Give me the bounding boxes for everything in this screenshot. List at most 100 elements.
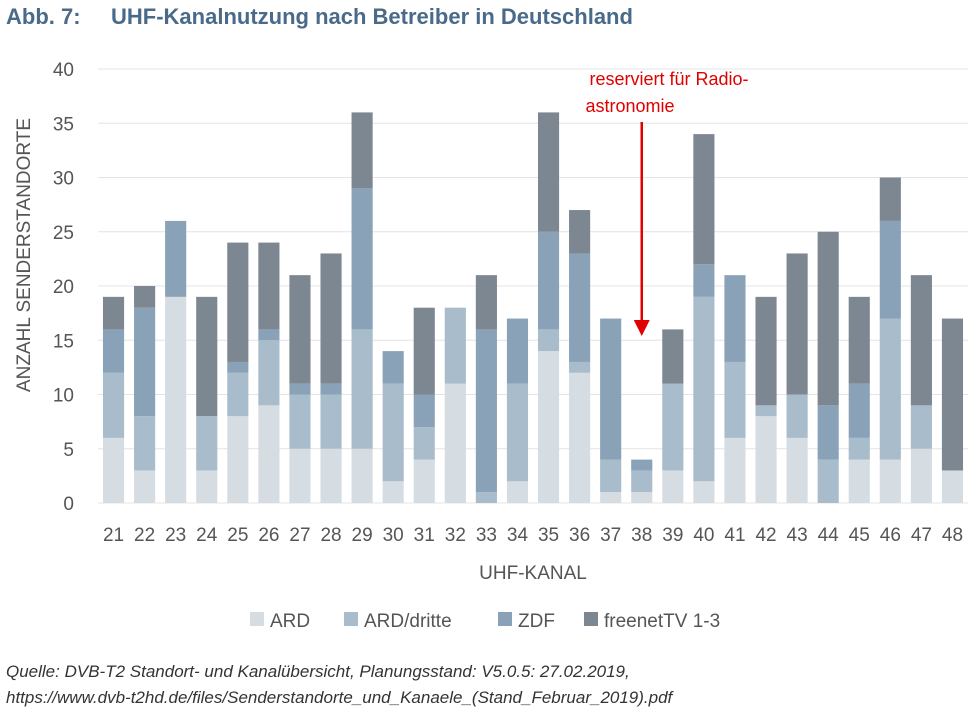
bar-segment — [879, 220, 901, 319]
bar-segment — [693, 134, 715, 265]
x-axis-ticks: 21 22 23 24 25 26 27 28 29 30 31 32 33 34 35 36 37 38 39 40… — [103, 525, 963, 546]
bar-segment — [413, 307, 435, 395]
figure-number: Abb. 7: — [6, 4, 81, 29]
bar-segment — [848, 459, 870, 503]
bar-segment — [227, 372, 249, 417]
figure-title: Abb. 7: UHF-Kanalnutzung nach Betreiber i… — [6, 4, 633, 30]
x-tick-label: 45 — [849, 525, 870, 546]
bar-segment — [351, 188, 373, 330]
bar-segment — [382, 383, 404, 482]
bar-segment — [817, 405, 839, 460]
x-tick-label: 22 — [134, 525, 155, 546]
bar-segment — [134, 416, 156, 471]
bar-segment — [817, 231, 839, 406]
bar-segment — [941, 318, 964, 471]
bar-segment — [537, 231, 560, 330]
bar-segment — [227, 242, 249, 362]
bar-segment — [320, 383, 342, 395]
bar-segment — [693, 481, 715, 503]
x-tick-label: 42 — [755, 525, 776, 546]
bar-segment — [475, 275, 497, 330]
x-tick-label: 29 — [352, 525, 373, 546]
bar-segment — [724, 275, 746, 362]
bar-segment — [910, 405, 932, 449]
bar-segment — [848, 296, 870, 384]
bar-segment — [444, 383, 466, 503]
bar-segment — [662, 383, 684, 471]
x-tick-label: 38 — [631, 525, 652, 546]
bar-segment — [662, 470, 684, 503]
legend-label: ARD — [270, 611, 310, 632]
x-tick-label: 24 — [196, 525, 218, 546]
legend-label: freenetTV 1-3 — [604, 611, 720, 632]
bars — [102, 112, 964, 503]
legend-label: ARD/dritte — [364, 611, 452, 632]
bar-segment — [910, 448, 932, 503]
x-tick-label: 37 — [600, 525, 621, 546]
bar-segment — [134, 470, 156, 503]
bar-segment — [475, 492, 497, 503]
bar-segment — [786, 253, 808, 395]
bar-segment — [537, 329, 560, 352]
bar-segment — [569, 361, 591, 373]
bar-segment — [413, 427, 435, 460]
x-axis-label: UHF-KANAL — [479, 563, 587, 584]
bar-segment — [631, 492, 653, 503]
bar-segment — [755, 405, 777, 417]
bar-segment — [631, 459, 653, 471]
bar-segment — [631, 470, 653, 493]
y-tick-label: 25 — [53, 223, 74, 244]
bar-segment — [786, 394, 808, 438]
bar-segment — [102, 437, 125, 503]
x-tick-label: 23 — [165, 525, 186, 546]
bar-segment — [102, 372, 125, 438]
annotation: reserviert für Radio-astronomie — [585, 69, 749, 336]
bar-segment — [165, 220, 187, 297]
bar-segment — [196, 416, 218, 471]
bar-segment — [941, 470, 964, 503]
bar-segment — [413, 459, 435, 503]
bar-segment — [289, 394, 311, 449]
y-tick-label: 35 — [53, 114, 74, 135]
bar-segment — [134, 286, 156, 308]
source-line-1: Quelle: DVB-T2 Standort- und Kanalübersi… — [6, 662, 630, 681]
x-tick-label: 21 — [103, 525, 124, 546]
x-tick-label: 39 — [662, 525, 683, 546]
x-tick-label: 35 — [538, 525, 559, 546]
bar-segment — [351, 112, 373, 189]
y-tick-label: 5 — [63, 440, 74, 461]
bar-segment — [382, 481, 404, 503]
legend-label: ZDF — [518, 611, 555, 632]
bar-segment — [258, 329, 280, 341]
x-tick-label: 25 — [227, 525, 248, 546]
figure-caption: UHF-Kanalnutzung nach Betreiber in Deuts… — [111, 4, 633, 29]
y-tick-label: 0 — [63, 494, 74, 515]
annotation-line: reserviert für Radio- — [589, 69, 748, 89]
bar-segment — [102, 296, 125, 330]
bar-segment — [506, 318, 529, 384]
x-tick-label: 47 — [911, 525, 932, 546]
y-tick-label: 40 — [53, 60, 74, 81]
bar-segment — [289, 275, 311, 384]
bar-segment — [196, 470, 218, 503]
x-tick-label: 34 — [507, 525, 529, 546]
bar-segment — [351, 448, 373, 503]
bar-segment — [848, 437, 870, 460]
legend-swatch — [498, 612, 512, 626]
bar-segment — [258, 405, 280, 503]
bar-segment — [537, 351, 560, 503]
bar-segment — [693, 296, 715, 482]
bar-segment — [289, 448, 311, 503]
bar-segment — [786, 437, 808, 503]
source-line-2: https://www.dvb-t2hd.de/files/Senderstan… — [6, 688, 673, 707]
bar-segment — [320, 448, 342, 503]
annotation-arrow-head — [633, 320, 650, 336]
bar-segment — [724, 437, 746, 503]
x-tick-label: 44 — [818, 525, 840, 546]
y-axis-ticks: 0 5 10 15 20 25 30 35 40 — [53, 60, 74, 515]
bar-segment — [569, 210, 591, 254]
bar-segment — [848, 383, 870, 438]
x-tick-label: 27 — [289, 525, 310, 546]
bar-segment — [600, 318, 622, 460]
